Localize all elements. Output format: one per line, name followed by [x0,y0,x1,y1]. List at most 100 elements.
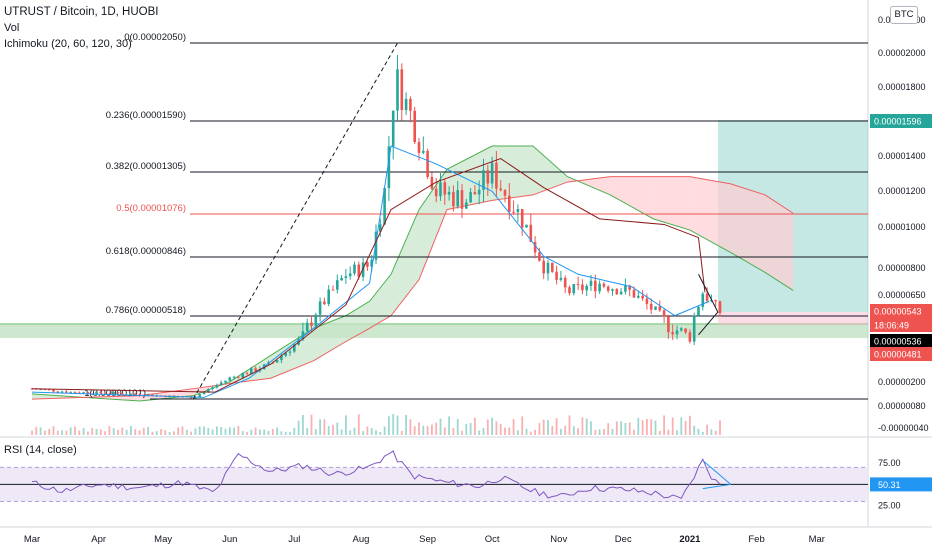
volume-bar [547,420,549,435]
candle-body [628,285,631,290]
price-tag [870,318,932,332]
candle-body [460,190,464,209]
volume-bar [237,426,240,435]
time-axis-label: Mar [809,534,825,545]
ichimoku-base-line [31,158,706,393]
candle-body [486,170,490,184]
candle-body [671,332,674,335]
price-tag [870,304,932,318]
time-axis-label: Mar [24,534,40,545]
candle-body [69,391,72,393]
volume-bar [693,425,696,435]
volume-bar [568,415,571,435]
rsi-axis-label: 75.00 [878,458,901,468]
volume-bar [319,419,321,435]
volume-bar [366,426,369,435]
volume-bar [646,419,648,435]
volume-bar [155,431,158,435]
candle-body [589,280,593,286]
volume-bar [349,430,352,435]
volume-bar [259,429,261,435]
price-axis-label: 0.00002000 [878,48,926,58]
candle-body [379,224,382,232]
volume-bar [379,431,382,435]
candle-body [619,291,623,295]
volume-bar [203,426,205,435]
volume-bar [392,414,395,435]
volume-bar [714,430,717,435]
volume-bar [469,423,472,435]
volume-bar [95,429,98,435]
volume-bar [439,418,442,435]
support-zone [0,325,868,338]
fib-level-label: 1(0.00000101) [84,388,146,399]
volume-bar [61,430,63,435]
ichimoku-cloud-segment [765,194,794,291]
candle-body [555,271,558,280]
volume-bar [220,427,223,435]
candle-body [490,162,494,184]
volume-bar [663,415,665,435]
candle-body [516,209,520,213]
candle-body [60,391,64,393]
candle-body [284,352,287,356]
candle-body [86,392,90,394]
volume-bar [671,417,674,435]
candle-body [47,389,51,391]
ichimoku-cloud-segment [689,176,731,253]
candle-body [512,211,515,213]
candle-body [434,188,438,197]
candle-body [374,231,378,260]
volume-bar [263,429,266,435]
volume-bar [409,419,412,435]
volume-bar [194,428,197,435]
volume-bar [310,414,313,435]
candle-body [56,391,60,393]
volume-bar [577,428,579,435]
volume-bar [228,427,231,435]
candle-body [654,306,657,310]
volume-bar [478,430,481,435]
price-tag-label: 0.00001596 [874,117,922,127]
time-axis-label: Oct [485,534,500,545]
volume-bar [121,427,124,435]
volume-bar [293,427,296,435]
time-axis-label: Apr [91,534,106,545]
ichimoku-cloud-segment [369,274,392,329]
price-tag [870,334,932,348]
candle-body [241,372,244,378]
volume-bar [431,424,433,435]
candle-body [473,192,477,195]
fib-level-label: 0.618(0.00000846) [106,246,186,257]
currency-badge[interactable]: BTC [890,6,918,24]
volume-bar [426,426,429,435]
candle-body [370,259,373,267]
volume-bar [504,427,506,435]
candle-body [387,146,391,189]
volume-bar [173,431,175,435]
candle-body [116,392,120,394]
volume-bar [181,426,184,435]
candle-body [357,264,361,277]
volume-bar [362,431,364,435]
volume-bar [517,430,519,435]
candle-body [366,262,369,267]
candle-body [250,368,253,374]
volume-bar [534,429,536,435]
volume-bar [624,422,627,435]
volume-bar [443,427,446,435]
volume-bar [31,430,33,435]
candle-body [318,301,322,315]
volume-bar [701,431,704,435]
candle-body [400,69,404,110]
volume-bar [336,422,339,435]
volume-bar [345,415,347,435]
candle-body [645,298,649,304]
volume-bar [486,419,489,435]
volume-bar [585,418,588,435]
volume-bar [125,429,128,435]
ichimoku-cloud-segment [313,315,346,361]
volume-bar [628,422,631,435]
volume-bar [147,427,149,435]
